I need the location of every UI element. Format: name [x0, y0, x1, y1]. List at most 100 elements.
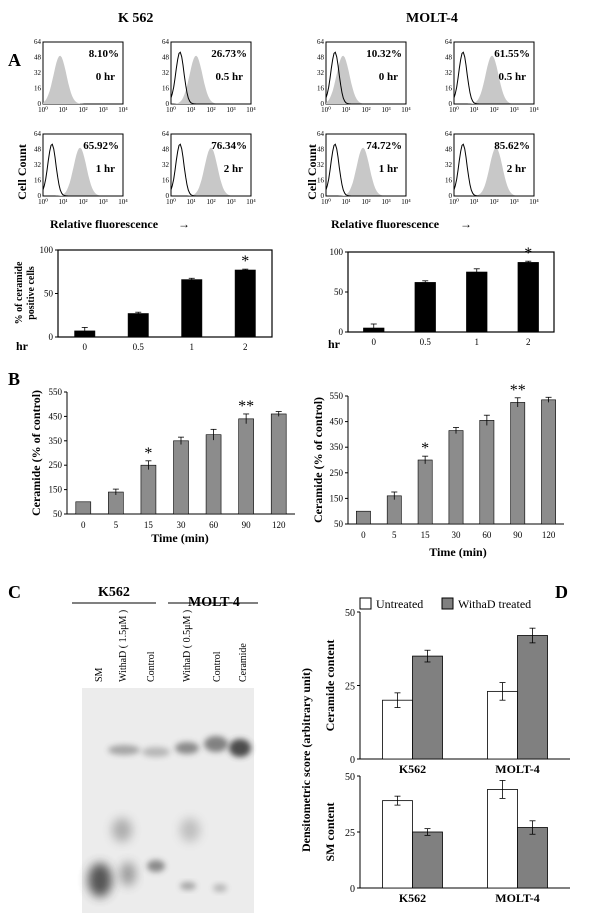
cell-line-title-molt4: MOLT-4 [406, 11, 458, 26]
hist-ytick-label: 32 [445, 69, 453, 77]
tlc-group-k562: K562 [98, 585, 130, 600]
significance-marker: ** [510, 382, 526, 399]
y-tick-label: 450 [330, 417, 344, 427]
chart-d-ceramide: 0 25 50 K562 MOLT-4 Ceramide content [323, 608, 570, 776]
hist-ytick-label: 0 [449, 100, 453, 108]
x-tick-label: 0.5 [133, 342, 145, 352]
hist-xtick-label: 10³ [226, 106, 235, 114]
y-axis-title: Ceramide (% of control) [311, 397, 325, 523]
chart-b-molt4: 50 150 250 350 450 550 0 5 15 * 30 60 90 ** 120 Time (m… [311, 382, 564, 559]
hist-xtick-label: 10¹ [341, 106, 350, 114]
bar [270, 413, 287, 515]
hist-ytick-label: 0 [321, 192, 325, 200]
hist-xtick-label: 10⁴ [118, 198, 128, 206]
bar [517, 262, 539, 333]
hist-xtick-label: 10⁴ [529, 106, 539, 114]
tlc-lane-label: Control [146, 651, 157, 682]
hist-filled-profile [454, 55, 534, 104]
hist-ytick-label: 32 [317, 161, 325, 169]
bar [517, 635, 548, 760]
hist-xtick-label: 10⁴ [401, 106, 411, 114]
densitometry-panel: Densitometric score (arbitrary unit) Unt… [299, 597, 531, 852]
hist-xtick-label: 10⁰ [449, 198, 459, 206]
x-tick-label: MOLT-4 [495, 891, 539, 905]
bar [382, 699, 413, 760]
hist-xtick-label: 10⁰ [166, 106, 176, 114]
bar [412, 655, 443, 760]
hist-ytick-label: 64 [162, 130, 170, 138]
y-tick-label: 25 [345, 828, 355, 839]
y-tick-label: 100 [330, 247, 344, 257]
bar [356, 510, 371, 525]
hist-xtick-label: 10⁴ [401, 198, 411, 206]
hist-ytick-label: 48 [445, 54, 453, 62]
hist-control-outline [325, 51, 406, 105]
y-tick-label: 450 [49, 411, 63, 421]
hist-xtick-label: 10² [361, 198, 370, 206]
hist-control-outline [170, 51, 251, 105]
hist-ytick-label: 0 [166, 100, 170, 108]
hist-xtick-label: 10¹ [469, 106, 478, 114]
y-tick-label: 50 [44, 289, 54, 299]
hist-percent-label: 26.73% [211, 48, 247, 60]
hist-percent-label: 65.92% [83, 140, 119, 152]
histogram-grid-molt4: MOLT-4 Cell Count Relative fluorescence … [305, 11, 539, 231]
hist-percent-label: 61.55% [494, 48, 530, 60]
x-tick-label: 0 [372, 337, 377, 347]
hist-ytick-label: 64 [445, 130, 453, 138]
hist-ytick-label: 32 [34, 161, 42, 169]
hist-xtick-label: 10¹ [186, 198, 195, 206]
tlc-lane-label: WithaD ( 0.5μM ) [182, 610, 193, 682]
hist-control-outline [325, 143, 406, 197]
hist-xtick-label: 10¹ [58, 198, 67, 206]
hist-time-label: 2 hr [224, 163, 243, 175]
bar [487, 690, 518, 760]
x-tick-label: 0 [361, 530, 366, 540]
a-bar-ylabel-line1: % of ceramide [14, 261, 25, 324]
hist-ylabel-k562: Cell Count [15, 144, 29, 200]
histogram-grid-k562: K 562 Cell Count Relative fluorescence →… [15, 11, 256, 231]
hist-time-label: 2 hr [507, 163, 526, 175]
x-axis-title: hr [16, 339, 29, 353]
y-tick-label: 150 [49, 485, 63, 495]
hist-filled-profile [326, 55, 406, 104]
a-bar-ylabel-line2: positive cells [26, 266, 37, 320]
tlc-spot [112, 818, 132, 842]
hist-ytick-label: 48 [162, 54, 170, 62]
tlc-spot [180, 818, 200, 842]
hist-xtick-label: 10³ [98, 198, 107, 206]
x-tick-label: 15 [144, 520, 154, 530]
x-tick-label: MOLT-4 [495, 762, 539, 776]
hist-xtick-label: 10² [78, 106, 87, 114]
hist-ytick-label: 48 [34, 54, 42, 62]
bar [414, 282, 436, 333]
y-tick-label: 0 [339, 327, 344, 337]
hist-ytick-label: 64 [445, 38, 453, 46]
hist-xtick-label: 10¹ [469, 198, 478, 206]
hist-xtick-label: 10⁰ [166, 198, 176, 206]
x-axis-title: Time (min) [151, 531, 208, 545]
hist-xtick-label: 10⁰ [38, 106, 48, 114]
tlc-spot [142, 747, 170, 757]
hist-ytick-label: 32 [34, 69, 42, 77]
tlc-spot [147, 860, 165, 872]
hist-time-label: 1 hr [96, 163, 115, 175]
bar [108, 491, 124, 515]
hist-ytick-label: 32 [317, 69, 325, 77]
hist-filled-profile [43, 55, 123, 104]
x-tick-label: 120 [542, 530, 556, 540]
hist-xlabel-molt4: Relative fluorescence [331, 217, 440, 231]
bar [417, 459, 433, 525]
tlc-spot [229, 739, 251, 757]
x-axis-title: hr [328, 337, 341, 351]
y-tick-label: 150 [330, 493, 344, 503]
hist-ytick-label: 48 [317, 146, 325, 154]
hist-arrow-molt4: → [460, 217, 472, 231]
significance-marker: ** [238, 398, 254, 415]
hist-time-label: 0 hr [379, 71, 398, 83]
hist-ytick-label: 0 [321, 100, 325, 108]
hist-percent-label: 8.10% [89, 48, 119, 60]
hist-xtick-label: 10¹ [186, 106, 195, 114]
x-tick-label: 90 [513, 530, 523, 540]
hist-xtick-label: 10⁰ [321, 198, 331, 206]
